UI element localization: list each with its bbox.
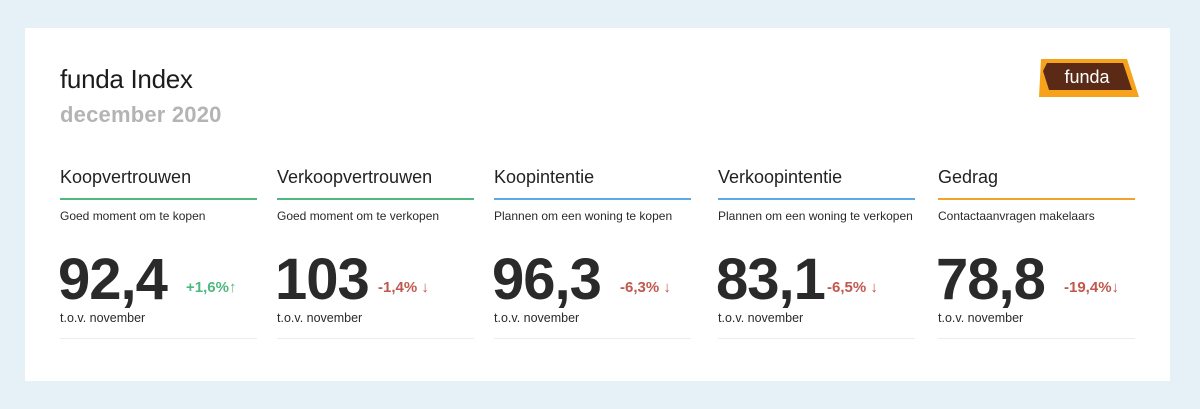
- metric-value: 83,1: [716, 247, 826, 312]
- metric-change: -6,3% ↓: [620, 279, 671, 296]
- metric-koopintentie: Koopintentie Plannen om een woning te ko…: [492, 167, 691, 339]
- metric-divider: [277, 198, 474, 200]
- metric-description: Plannen om een woning te verkopen: [718, 209, 913, 223]
- metric-change: -19,4%↓: [1064, 279, 1119, 296]
- metric-divider: [494, 198, 691, 200]
- metric-divider: [938, 198, 1135, 200]
- arrow-down-icon: ↓: [866, 279, 878, 296]
- metric-description: Contactaanvragen makelaars: [938, 209, 1095, 223]
- arrow-down-icon: ↓: [659, 279, 671, 296]
- metric-comparison: t.o.v. november: [938, 311, 1024, 325]
- metric-bottom-divider: [938, 338, 1135, 339]
- metric-bottom-divider: [494, 338, 691, 339]
- metric-name: Verkoopintentie: [718, 167, 843, 187]
- metric-comparison: t.o.v. november: [277, 311, 363, 325]
- metric-value: 92,4: [58, 247, 168, 312]
- metric-bottom-divider: [718, 338, 915, 339]
- change-percent: -6,5%: [827, 279, 867, 296]
- metric-description: Goed moment om te verkopen: [277, 209, 440, 223]
- change-percent: -1,4%: [378, 279, 418, 296]
- metric-gedrag: Gedrag Contactaanvragen makelaars 78,8 -…: [936, 167, 1135, 339]
- arrow-down-icon: ↓: [1111, 279, 1120, 296]
- metric-value: 103: [275, 247, 370, 312]
- logo-shape-inner: [1043, 63, 1132, 90]
- metric-comparison: t.o.v. november: [494, 311, 580, 325]
- metric-description: Goed moment om te kopen: [60, 209, 206, 223]
- metric-description: Plannen om een woning te kopen: [494, 209, 673, 223]
- funda-logo[interactable]: funda: [1035, 59, 1139, 97]
- metric-bottom-divider: [60, 338, 257, 339]
- arrow-down-icon: ↓: [417, 279, 429, 296]
- metric-change: +1,6%↑: [186, 279, 236, 296]
- change-percent: -19,4%: [1064, 279, 1112, 296]
- metric-value: 78,8: [936, 247, 1046, 312]
- metric-comparison: t.o.v. november: [718, 311, 804, 325]
- page-subtitle: december 2020: [60, 102, 222, 127]
- funda-index-card: funda Index december 2020 funda Koopvert…: [25, 28, 1170, 381]
- metric-divider: [60, 198, 257, 200]
- change-percent: -6,3%: [620, 279, 660, 296]
- metric-name: Koopintentie: [494, 167, 595, 187]
- metric-verkoopvertrouwen: Verkoopvertrouwen Goed moment om te verk…: [275, 167, 474, 339]
- page-title: funda Index: [60, 64, 193, 94]
- metric-name: Koopvertrouwen: [60, 167, 192, 187]
- metric-change: -6,5% ↓: [827, 279, 878, 296]
- arrow-up-icon: ↑: [228, 279, 237, 296]
- change-percent: +1,6%: [186, 279, 229, 296]
- metric-name: Gedrag: [938, 167, 999, 187]
- logo-text: funda: [1064, 67, 1110, 87]
- metric-name: Verkoopvertrouwen: [277, 167, 433, 187]
- metric-verkoopintentie: Verkoopintentie Plannen om een woning te…: [716, 167, 915, 339]
- metric-divider: [718, 198, 915, 200]
- metric-change: -1,4% ↓: [378, 279, 429, 296]
- metric-comparison: t.o.v. november: [60, 311, 146, 325]
- metric-bottom-divider: [277, 338, 474, 339]
- metric-value: 96,3: [492, 247, 602, 312]
- metric-koopvertrouwen: Koopvertrouwen Goed moment om te kopen 9…: [58, 167, 257, 339]
